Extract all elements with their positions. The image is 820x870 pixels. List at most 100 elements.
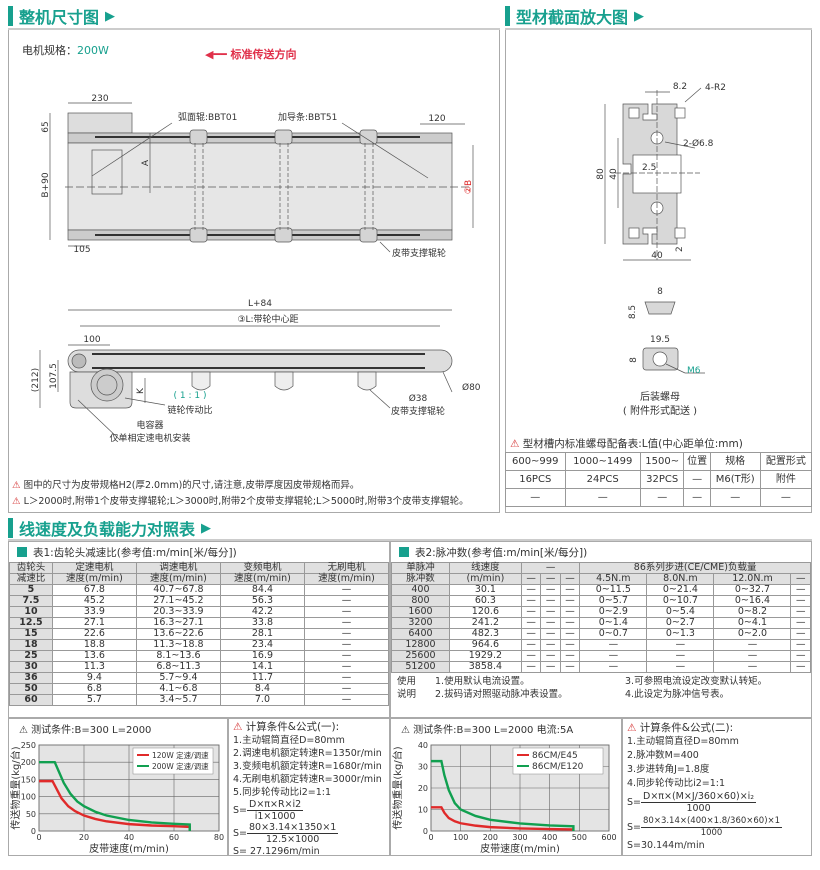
formula1-line: 5.同步轮传动比i2=1:1 [233,787,331,798]
table-cell: 变频电机 [219,562,305,574]
table-cell: — [540,628,561,640]
table-row: — — — — — — [505,488,813,507]
legend-label: 86CM/E120 [532,762,584,772]
formula2-line: 2.脉冲数M=400 [627,750,699,761]
square-icon [399,547,409,557]
table-cell: — [579,650,648,662]
section-header-dimensions: 整机尺寸图 ▶ [8,4,500,30]
table-cell: 0~16.4 [713,595,792,607]
numerator: 80×3.14×1350×1 [247,822,339,834]
table-row: 30 11.3 6.8~11.3 14.1— [9,661,390,673]
section-title: 线速度及负载能力对照表 [19,520,196,539]
table-cell: 25 [9,650,53,662]
pulse-table-panel: 表2:脉冲数(参考值:m/min[米/每分]) 单脉冲 线速度 —86系列步进(CE… [390,541,812,718]
y-tick-label: 100 [21,793,36,802]
load-chart-1: ⚠ 测试条件:B=300 L=2000 0 20 40 60 80 0 50 100 150 200… [9,723,224,855]
formula1-line: 3.变频电机额定转速R=1680r/min [233,761,382,772]
table-row: 齿轮头 定速电机 调速电机 变频电机 无刷电机 [9,562,390,574]
table-cell: — [540,661,561,673]
table-cell: — [520,639,542,651]
table-cell: (m/min) [448,573,522,585]
header-bar [8,6,13,26]
table-cell: 11.7 [219,672,305,684]
table-cell: — [303,639,390,651]
table-cell: 速度(m/min) [135,573,221,585]
label-support-roller-side: 皮带支撑辊轮 [391,405,445,417]
table-cell: 20.3~33.9 [135,606,221,618]
table-cell: 调速电机 [135,562,221,574]
table-cell: — [540,606,561,618]
series-line [431,759,575,831]
table-cell: — [303,672,390,684]
support-rollers-top [189,129,378,243]
table-cell: — [559,661,581,673]
table-cell: 16PCS [505,470,566,489]
gear-ratio-table-panel: 表1:齿轮头减速比(参考值:m/min[米/每分]) 齿轮头 定速电机 调速电机 变频… [8,541,390,718]
table-cell: — [639,488,685,507]
drive-pulley [71,353,87,369]
table-cell: 18.8 [51,639,137,651]
notes: ⚠ 图中的尺寸为皮带规格H2(厚2.0mm)的尺寸,请注意,皮带厚度因皮带规格而… [12,478,469,510]
table-cell: 40.7~67.8 [135,584,221,596]
table-row: 800 60.3— — —0~5.7 0~10.7 0~16.4— [391,595,811,607]
s-label: S= [233,805,247,816]
table-row: 单脉冲 线速度 —86系列步进(CE/CME)负载量 [391,562,811,574]
label-arc-roller: 弧面辊:BBT01 [178,111,237,123]
square-icon [17,547,27,557]
section-header-speed: 线速度及负载能力对照表 ▶ [8,517,812,541]
table-cell: 配置形式 [759,452,813,471]
table-cell: 脉冲数 [391,573,450,585]
table-cell: — [559,595,581,607]
formula1-eq1: S= D×π×R×i2 i1×1000 [233,799,385,822]
table-cell: — [790,595,811,607]
table-cell: 0~11.5 [579,584,648,596]
x-tick-label: 300 [512,833,527,842]
table-cell: 15 [9,628,53,640]
formula-panel-1: ⚠ 计算条件&公式(一): 1.主动辊筒直径D=80mm 2.调速电机额定转速R… [228,718,390,857]
table-cell: 36 [9,672,53,684]
table-cell: — [646,650,715,662]
table-cell: 0~5.7 [579,595,648,607]
table-cell: — [520,606,542,618]
table-cell: 400 [391,584,450,596]
belt-side [67,349,453,373]
formula-panel-2: ⚠ 计算条件&公式(二): 1.主动辊筒直径D=80mm 2.脉冲数M=400 … [622,718,812,856]
y-tick-label: 40 [418,741,428,750]
formula2-line: 3.步进转角J=1.8度 [627,764,710,775]
capacitor-note: 仅单相定速电机安装 [109,432,190,444]
dim-4-r2: 4-R2 [705,83,726,93]
label-support-roller-top: 皮带支撑辊轮 [392,247,446,259]
formula2-eq1: S= D×π×(M×J/360×60)×i₂ 1000 [627,791,807,814]
x-tick-label: 60 [169,833,179,842]
table-cell: 16.9 [219,650,305,662]
table-cell: — [540,573,561,585]
table-cell: 6.8~11.3 [135,661,221,673]
section-title: 整机尺寸图 [19,8,100,27]
formula1-eq2: S= 80×3.14×1350×1 12.5×1000 [233,822,385,845]
table-cell: 0~10.7 [646,595,715,607]
y-tick-label: 10 [418,806,428,815]
formula1-line: 2.调速电机额定转速R=1350r/min [233,748,382,759]
table-cell: 规格 [709,452,761,471]
table-cell: 482.3 [448,628,522,640]
table-cell: 8.4 [219,683,305,695]
table-row: 5 67.8 40.7~67.8 84.4— [9,584,390,596]
table-cell: 241.2 [448,617,522,629]
usage-item: 2.拔码请对照驱动脉冲表设置。 [435,689,568,700]
table-cell: — [559,639,581,651]
chart-title: ⚠ 测试条件:B=300 L=2000 [19,723,151,736]
table-cell: — [790,661,811,673]
dim-nut-8b: 8 [629,357,639,363]
table-cell: 13.6~22.6 [135,628,221,640]
nut-table: 600~999 1000~1499 1500~ 位置 规格 配置形式 16PCS 24PCS 3… [505,452,813,507]
dim-b: ②B [464,180,474,194]
table-cell: — [303,694,390,706]
table-cell: 3.4~5.7 [135,694,221,706]
dim-105: 105 [73,245,90,255]
table-cell: 5.7~9.4 [135,672,221,684]
table-row: 3200 241.2— — —0~1.4 0~2.7 0~4.1— [391,617,811,629]
section-header-profile: 型材截面放大图 ▶ [505,4,812,30]
table-cell: 1000~1499 [564,452,641,471]
dim-l: ③L:带轮中心距 [237,313,298,325]
profile-panel [505,30,812,513]
